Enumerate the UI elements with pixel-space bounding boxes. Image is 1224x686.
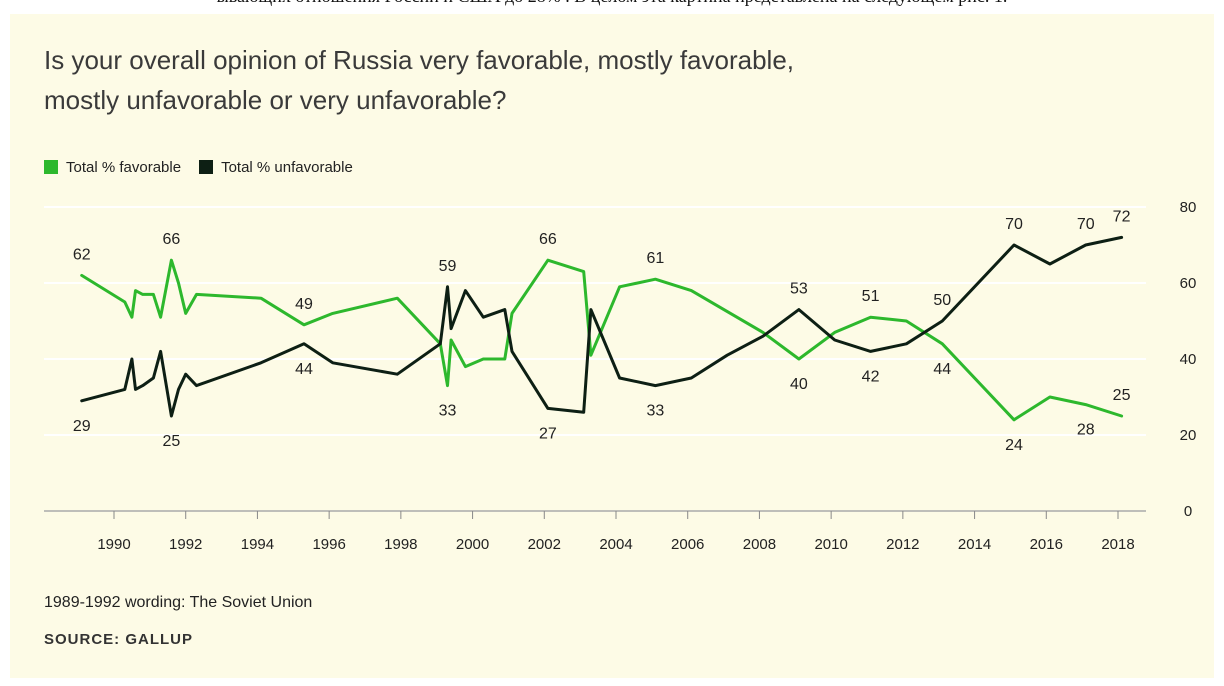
- source-line: SOURCE: GALLUP: [44, 631, 193, 648]
- data-label-favorable-44: 44: [933, 361, 951, 378]
- wording-note: 1989-1992 wording: The Soviet Union: [44, 594, 313, 611]
- y-tick-label-60: 60: [1180, 275, 1197, 292]
- chart-panel: Is your overall opinion of Russia very f…: [10, 14, 1214, 678]
- data-label-favorable-66: 66: [539, 231, 557, 248]
- data-label-favorable-51: 51: [862, 288, 880, 305]
- x-tick-label-2012: 2012: [886, 536, 919, 553]
- x-tick-label-2000: 2000: [456, 536, 489, 553]
- line-chart: 0 20 40 60 80 1990 1992 1994 1996 1998 2000 2002 200…: [44, 199, 1197, 553]
- x-tick-label-2010: 2010: [814, 536, 847, 553]
- data-label-unfavorable-70: 70: [1005, 216, 1023, 233]
- data-label-unfavorable-53: 53: [790, 281, 808, 298]
- data-label-favorable-40: 40: [790, 376, 808, 393]
- data-label-favorable-25: 25: [1113, 387, 1131, 404]
- data-label-unfavorable-50: 50: [933, 292, 951, 309]
- legend-item-favorable: Total % favorable: [44, 159, 181, 176]
- data-label-unfavorable-25: 25: [162, 433, 180, 450]
- x-tick-label-1998: 1998: [384, 536, 417, 553]
- x-tick-label-2018: 2018: [1101, 536, 1134, 553]
- legend-swatch-favorable: [44, 160, 58, 174]
- data-label-favorable-62: 62: [73, 246, 91, 263]
- legend-swatch-unfavorable: [199, 160, 214, 174]
- x-tick-label-1996: 1996: [312, 536, 345, 553]
- x-tick-label-2004: 2004: [599, 536, 632, 553]
- chart-legend: Total % favorable Total % unfavorable: [44, 156, 371, 178]
- chart-title-line-2: mostly unfavorable or very unfavorable?: [44, 85, 507, 115]
- data-label-favorable-49: 49: [295, 296, 313, 313]
- x-tick-label-2002: 2002: [528, 536, 561, 553]
- data-label-unfavorable-72: 72: [1113, 208, 1131, 225]
- x-tick-label-2006: 2006: [671, 536, 704, 553]
- legend-label-unfavorable: Total % unfavorable: [221, 158, 353, 176]
- y-tick-label-80: 80: [1180, 199, 1197, 216]
- chart-title: Is your overall opinion of Russia very f…: [44, 40, 1044, 120]
- data-label-favorable-66: 66: [162, 231, 180, 248]
- legend-label-favorable: Total % favorable: [66, 158, 182, 176]
- cropped-top-text: ывающих отношения России и США до 28% . …: [0, 0, 1224, 8]
- data-label-unfavorable-70: 70: [1077, 216, 1095, 233]
- series-line-unfavorable: [80, 235, 1124, 418]
- series-line-favorable: [80, 258, 1124, 422]
- x-tick-label-1990: 1990: [97, 536, 130, 553]
- y-tick-label-40: 40: [1180, 351, 1197, 368]
- data-label-unfavorable-33: 33: [647, 403, 665, 420]
- y-tick-label-20: 20: [1180, 427, 1197, 444]
- x-tick-label-1992: 1992: [169, 536, 202, 553]
- legend-item-unfavorable: Total % unfavorable: [199, 159, 353, 176]
- x-tick-label-1994: 1994: [241, 536, 274, 553]
- data-label-favorable-61: 61: [647, 250, 665, 267]
- x-tick-label-2008: 2008: [743, 536, 776, 553]
- data-label-unfavorable-29: 29: [73, 418, 91, 435]
- chart-title-line-1: Is your overall opinion of Russia very f…: [44, 45, 795, 75]
- data-label-favorable-28: 28: [1077, 422, 1095, 439]
- data-label-unfavorable-27: 27: [539, 425, 557, 442]
- x-tick-label-2014: 2014: [958, 536, 991, 553]
- x-tick-label-2016: 2016: [1030, 536, 1063, 553]
- data-label-favorable-33: 33: [439, 403, 457, 420]
- data-label-unfavorable-42: 42: [862, 368, 880, 385]
- data-label-favorable-24: 24: [1005, 437, 1023, 454]
- data-label-unfavorable-44: 44: [295, 361, 313, 378]
- y-tick-label-0: 0: [1184, 503, 1192, 520]
- data-label-unfavorable-59: 59: [439, 258, 457, 275]
